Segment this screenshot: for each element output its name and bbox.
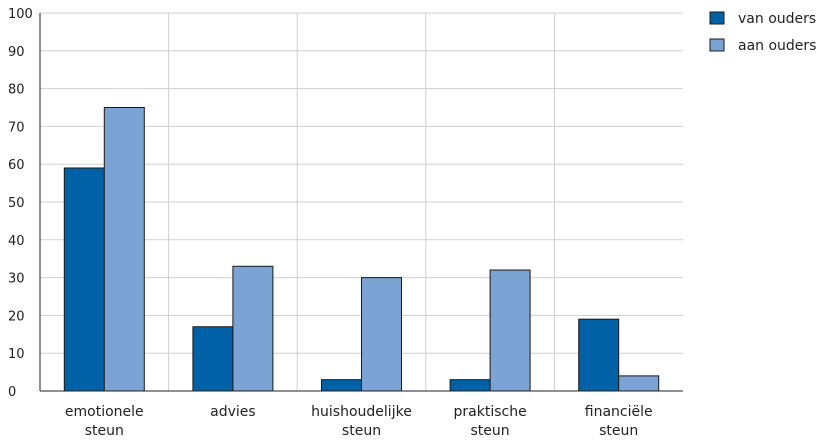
legend-label: aan ouders <box>738 38 816 54</box>
x-tick-label: steun <box>342 423 381 439</box>
y-tick-label: 10 <box>8 347 25 362</box>
y-tick-label: 60 <box>8 158 25 173</box>
y-tick-label: 80 <box>8 83 25 98</box>
y-tick-label: 70 <box>8 120 25 135</box>
bar-aan-ouders <box>489 269 531 392</box>
y-tick-label: 50 <box>8 196 25 211</box>
y-tick-label: 30 <box>8 272 25 287</box>
x-tick-label: steun <box>599 423 638 439</box>
y-tick-label: 40 <box>8 234 25 249</box>
gridlines <box>40 12 683 391</box>
bar-van-ouders <box>578 318 620 392</box>
bars <box>63 107 660 392</box>
x-tick-label: huishoudelijke <box>311 404 412 420</box>
legend-swatch <box>709 11 725 25</box>
y-tick-label: 100 <box>8 7 33 22</box>
legend-swatch <box>709 38 725 52</box>
x-tick-label: emotionele <box>65 404 144 420</box>
bar-van-ouders <box>449 379 491 392</box>
x-tick-label: steun <box>85 423 124 439</box>
x-tick-label: financiële <box>585 404 653 420</box>
bar-van-ouders <box>321 379 362 392</box>
y-tick-label: 90 <box>8 45 25 60</box>
bar-aan-ouders <box>618 375 660 392</box>
legend-label: van ouders <box>738 11 816 27</box>
legend: van ouders aan ouders <box>709 11 816 54</box>
x-axis-labels: emotionele steun advies huishoudelijke steun… <box>65 404 653 439</box>
bar-aan-ouders <box>361 277 402 392</box>
x-tick-label: praktische <box>454 404 527 420</box>
axes <box>39 13 683 392</box>
y-tick-label: 20 <box>8 309 25 324</box>
bar-van-ouders <box>63 167 105 392</box>
bar-aan-ouders <box>103 107 145 392</box>
x-tick-label: steun <box>471 423 510 439</box>
y-axis-ticks: 0 10 20 30 40 50 60 70 80 90 100 <box>8 7 33 400</box>
y-tick-label: 0 <box>8 385 16 400</box>
bar-aan-ouders <box>232 265 274 392</box>
x-tick-label: advies <box>210 404 256 420</box>
bar-van-ouders <box>192 326 234 392</box>
